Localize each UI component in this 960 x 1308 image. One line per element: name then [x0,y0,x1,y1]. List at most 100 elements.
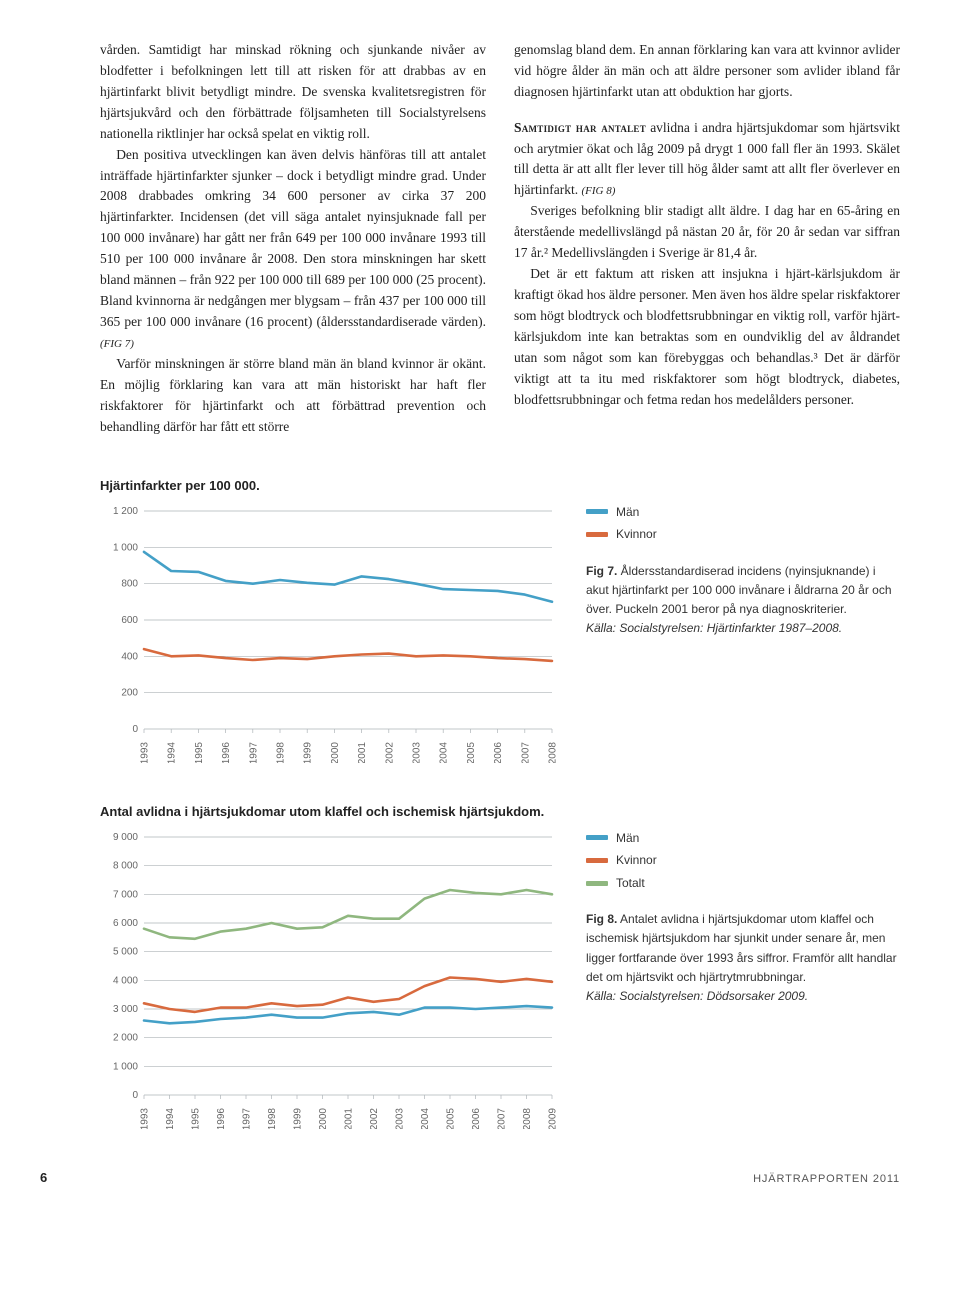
page-number: 6 [40,1170,47,1185]
text-run: Den positiva utvecklingen kan även delvi… [100,147,486,329]
svg-text:1997: 1997 [242,1107,253,1128]
caption-source: Källa: Socialstyrelsen: Hjärtinfarkter 1… [586,621,842,635]
svg-text:1 200: 1 200 [113,506,138,517]
paragraph: Samtidigt har antalet avlidna i andra hj… [514,118,900,202]
svg-text:2005: 2005 [446,1107,457,1128]
fig8-legend: Män Kvinnor Totalt [586,829,900,893]
legend-label: Totalt [616,874,645,893]
svg-text:2007: 2007 [497,1107,508,1128]
lead-in: Samtidigt har antalet [514,120,646,135]
svg-text:2005: 2005 [466,741,477,762]
fig8-row: 0 1 000 2 000 3 000 4 000 5 000 6 000 7 000 8 00… [100,829,900,1134]
svg-text:2003: 2003 [395,1107,406,1128]
svg-text:5 000: 5 000 [113,946,138,957]
caption-text: Antalet avlidna i hjärtsjukdomar utom kl… [586,912,897,984]
svg-text:1994: 1994 [165,1107,176,1128]
svg-text:1998: 1998 [267,1107,278,1128]
svg-text:2006: 2006 [493,741,504,762]
svg-text:1996: 1996 [221,741,232,762]
svg-text:7 000: 7 000 [113,889,138,900]
caption-source: Källa: Socialstyrelsen: Dödsorsaker 2009… [586,989,808,1003]
svg-text:2001: 2001 [344,1107,355,1128]
legend-swatch [586,881,608,886]
svg-text:2004: 2004 [439,741,450,762]
svg-text:2002: 2002 [384,741,395,762]
legend-item-men: Män [586,829,900,848]
paragraph: Varför minskningen är större bland män ä… [100,354,486,438]
svg-text:3 000: 3 000 [113,1004,138,1015]
caption-text: Åldersstandardiserad incidens (nyinsjukn… [586,564,892,616]
report-name: HJÄRTRAPPORTEN 2011 [753,1173,900,1185]
caption-title: Fig 7. [586,564,617,578]
fig7-chart: 02004006008001 0001 20019931994199519961… [100,503,560,768]
fig8-caption: Fig 8. Antalet avlidna i hjärtsjukdomar … [586,910,900,1006]
fig8-chart: 0 1 000 2 000 3 000 4 000 5 000 6 000 7 000 8 00… [100,829,560,1134]
fig8-svg: 0 1 000 2 000 3 000 4 000 5 000 6 000 7 000 8 00… [100,829,560,1129]
svg-text:8 000: 8 000 [113,860,138,871]
fig7-side: Män Kvinnor Fig 7. Åldersstandardiserad … [586,503,900,639]
fig7-svg: 02004006008001 0001 20019931994199519961… [100,503,560,763]
body-column-right: genomslag bland dem. En annan förklaring… [514,40,900,438]
svg-text:2007: 2007 [520,741,531,762]
fig8-side: Män Kvinnor Totalt Fig 8. Antalet avlidn… [586,829,900,1007]
svg-text:2008: 2008 [548,741,559,762]
svg-text:1995: 1995 [191,1107,202,1128]
svg-text:1996: 1996 [216,1107,227,1128]
fig7-legend: Män Kvinnor [586,503,900,544]
svg-text:0: 0 [132,1090,138,1101]
svg-text:1995: 1995 [194,741,205,762]
svg-text:800: 800 [121,578,138,589]
figure-ref: (FIG 8) [581,185,615,197]
fig7-caption: Fig 7. Åldersstandardiserad incidens (ny… [586,562,900,639]
page-footer: 6 HJÄRTRAPPORTEN 2011 [100,1170,900,1185]
svg-text:1 000: 1 000 [113,1061,138,1072]
svg-text:2009: 2009 [548,1107,559,1128]
svg-text:2003: 2003 [412,741,423,762]
svg-text:1999: 1999 [293,1107,304,1128]
body-text-columns: vården. Samtidigt har minskad rökning oc… [100,40,900,438]
legend-label: Kvinnor [616,851,657,870]
fig8-title: Antal avlidna i hjärtsjukdomar utom klaf… [100,804,900,819]
svg-text:2001: 2001 [357,741,368,762]
svg-text:1998: 1998 [276,741,287,762]
svg-text:1994: 1994 [167,741,178,762]
fig7-row: 02004006008001 0001 20019931994199519961… [100,503,900,768]
svg-text:1 000: 1 000 [113,542,138,553]
svg-text:2008: 2008 [522,1107,533,1128]
legend-swatch [586,858,608,863]
caption-title: Fig 8. [586,912,617,926]
svg-text:1999: 1999 [303,741,314,762]
legend-label: Män [616,829,639,848]
svg-text:2 000: 2 000 [113,1032,138,1043]
figure-7-block: Hjärtinfarkter per 100 000. 020040060080… [100,478,900,768]
svg-text:2002: 2002 [369,1107,380,1128]
legend-item-men: Män [586,503,900,522]
legend-label: Kvinnor [616,525,657,544]
figure-ref: (FIG 7) [100,338,134,350]
paragraph: Sveriges befolkning blir stadigt allt äl… [514,201,900,264]
svg-text:6 000: 6 000 [113,918,138,929]
legend-swatch [586,532,608,537]
svg-text:400: 400 [121,651,138,662]
paragraph: Den positiva utvecklingen kan även delvi… [100,145,486,354]
legend-item-women: Kvinnor [586,525,900,544]
legend-swatch [586,835,608,840]
legend-label: Män [616,503,639,522]
legend-swatch [586,509,608,514]
svg-text:2006: 2006 [471,1107,482,1128]
svg-text:9 000: 9 000 [113,832,138,843]
svg-text:1993: 1993 [140,1107,151,1128]
body-column-left: vården. Samtidigt har minskad rökning oc… [100,40,486,438]
legend-item-women: Kvinnor [586,851,900,870]
paragraph: Det är ett faktum att risken att insjukn… [514,264,900,410]
svg-text:2000: 2000 [330,741,341,762]
legend-item-total: Totalt [586,874,900,893]
svg-text:200: 200 [121,687,138,698]
svg-text:1993: 1993 [140,741,151,762]
svg-text:4 000: 4 000 [113,975,138,986]
paragraph: genomslag bland dem. En annan förklaring… [514,40,900,103]
svg-text:0: 0 [132,724,138,735]
paragraph: vården. Samtidigt har minskad rökning oc… [100,40,486,145]
svg-text:1997: 1997 [248,741,259,762]
svg-text:2000: 2000 [318,1107,329,1128]
